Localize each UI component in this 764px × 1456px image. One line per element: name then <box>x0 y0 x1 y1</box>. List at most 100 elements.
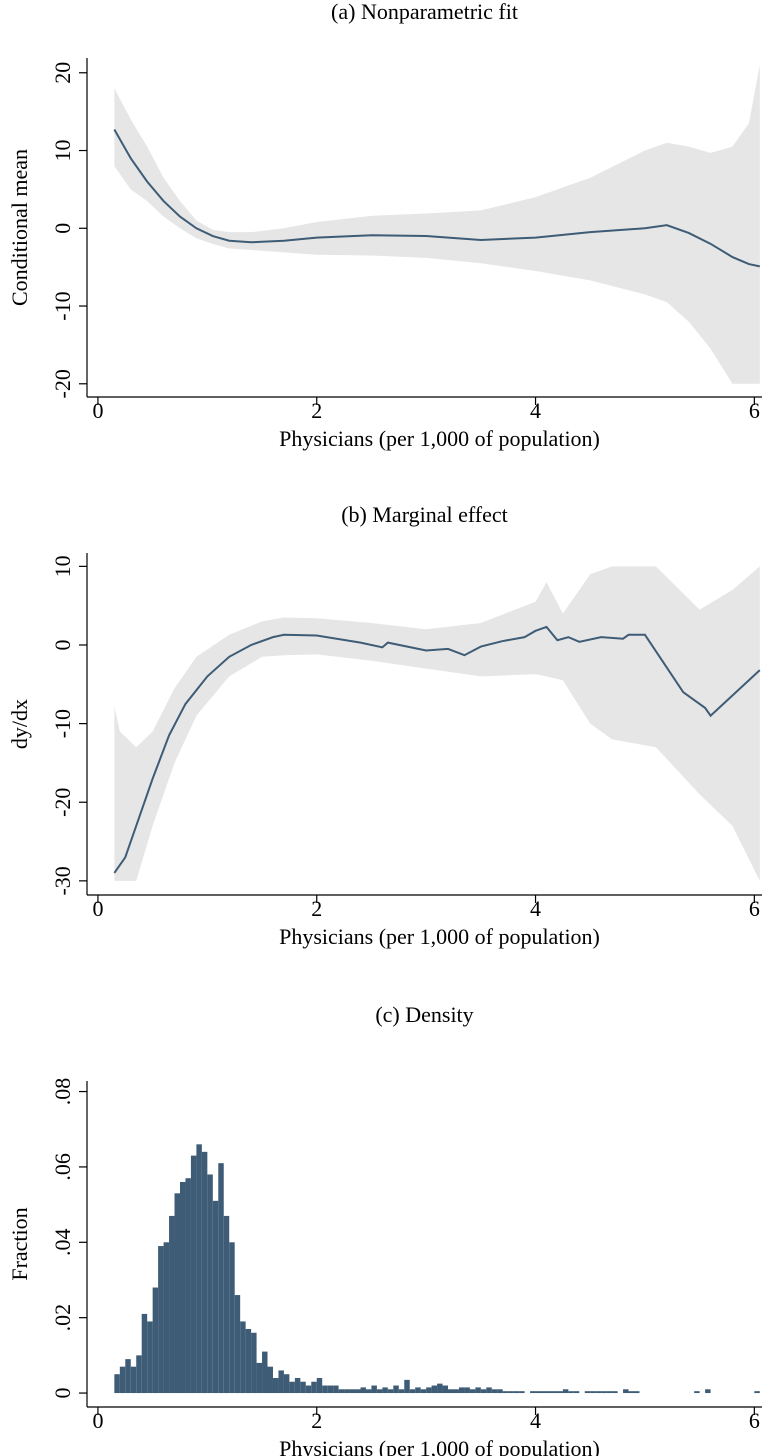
histogram-bar <box>251 1332 257 1394</box>
histogram-bar <box>218 1163 224 1394</box>
histogram-bar <box>327 1385 334 1394</box>
histogram-bar <box>694 1391 700 1394</box>
histogram-bar <box>294 1377 301 1394</box>
histogram-bar <box>409 1389 416 1394</box>
histogram-bar <box>393 1385 399 1394</box>
histogram-bar <box>431 1385 438 1394</box>
histogram-bar <box>541 1391 547 1394</box>
histogram-bar <box>623 1389 629 1394</box>
histogram-bar <box>426 1387 432 1394</box>
x-tick-label: 6 <box>749 1408 760 1433</box>
histogram-bar <box>491 1389 498 1394</box>
histogram-bar <box>634 1391 640 1394</box>
histogram-bar <box>628 1391 635 1394</box>
y-axis-title: dy/dx <box>7 699 32 749</box>
histogram-bar <box>158 1246 164 1394</box>
histogram-bar <box>513 1391 520 1394</box>
histogram-bar <box>584 1391 591 1394</box>
histogram-bar <box>382 1387 388 1394</box>
histogram-bar <box>612 1391 618 1394</box>
y-tick-label: .04 <box>50 1229 75 1257</box>
histogram-bar <box>114 1374 120 1394</box>
histogram-bar <box>365 1389 372 1394</box>
histogram-bar <box>311 1381 317 1394</box>
histogram-bar <box>316 1377 323 1394</box>
x-axis-title: Physicians (per 1,000 of population) <box>279 426 600 451</box>
histogram-bar <box>595 1391 602 1394</box>
histogram-bar <box>415 1387 421 1394</box>
y-tick-label: -10 <box>50 709 75 738</box>
histogram-bar <box>256 1362 263 1394</box>
histogram-bar <box>557 1391 563 1394</box>
x-tick-label: 6 <box>749 398 760 423</box>
x-tick-label: 0 <box>92 398 103 423</box>
histogram-bar <box>486 1387 492 1394</box>
histogram-bar <box>562 1389 569 1394</box>
histogram-bar <box>497 1389 503 1394</box>
histogram-bar <box>185 1178 191 1394</box>
histogram-bar <box>152 1287 159 1394</box>
y-tick-label: 0 <box>50 639 75 650</box>
histogram-bar <box>376 1389 383 1394</box>
histogram-bar <box>535 1391 542 1394</box>
histogram-bar <box>179 1182 186 1394</box>
x-axis-title: Physicians (per 1,000 of population) <box>279 924 600 949</box>
y-tick-label: 10 <box>50 555 75 577</box>
histogram-bar <box>333 1385 339 1394</box>
histogram-bar <box>300 1381 306 1394</box>
histogram-bar <box>355 1389 361 1394</box>
y-axis-title: Fraction <box>7 1207 32 1280</box>
histogram-bar <box>475 1387 481 1394</box>
histogram-bar <box>568 1391 574 1394</box>
histogram-bar <box>437 1383 443 1394</box>
y-tick-label: 0 <box>50 223 75 234</box>
histogram-bar <box>404 1379 410 1394</box>
y-tick-label: 0 <box>50 1388 75 1399</box>
histogram-bar <box>590 1391 596 1394</box>
histogram-bar <box>229 1242 235 1394</box>
histogram-bar <box>245 1328 252 1394</box>
histogram-bar <box>283 1374 290 1394</box>
x-tick-label: 2 <box>311 896 322 921</box>
histogram-bar <box>573 1391 580 1394</box>
histogram-bar <box>458 1387 465 1394</box>
x-tick-label: 0 <box>92 1408 103 1433</box>
y-tick-label: -10 <box>50 291 75 320</box>
y-tick-label: 10 <box>50 140 75 162</box>
histogram-bar <box>125 1359 131 1394</box>
histogram-bar <box>502 1391 509 1394</box>
histogram-bar <box>349 1389 356 1394</box>
histogram-bar <box>606 1391 613 1394</box>
histogram-bar <box>147 1321 153 1394</box>
x-tick-label: 4 <box>530 398 541 423</box>
histogram-bar <box>420 1389 427 1394</box>
x-tick-label: 2 <box>311 1408 322 1433</box>
histogram-bar <box>448 1389 454 1394</box>
fit-line <box>113 129 761 268</box>
histogram-bar <box>141 1313 148 1394</box>
histogram-bar <box>190 1155 197 1394</box>
histogram-bar <box>453 1389 459 1394</box>
histogram-bar <box>305 1385 312 1394</box>
y-tick-label: .06 <box>50 1153 75 1181</box>
confidence-band <box>114 566 760 881</box>
histogram-bar <box>163 1242 170 1394</box>
x-tick-label: 6 <box>749 896 760 921</box>
histogram-bar <box>601 1391 607 1394</box>
y-tick-label: .02 <box>50 1304 75 1332</box>
histogram-bar <box>207 1174 213 1394</box>
histogram-bar <box>262 1351 268 1394</box>
chart-title: (a) Nonparametric fit <box>331 0 518 24</box>
y-tick-label: -30 <box>50 866 75 895</box>
histogram-bar <box>546 1391 552 1394</box>
histogram-bar <box>278 1370 284 1394</box>
histogram-bar <box>169 1215 175 1394</box>
histogram-bar <box>398 1389 405 1394</box>
histogram-bar <box>519 1391 525 1394</box>
confidence-band <box>114 64 760 384</box>
histogram-bar <box>223 1215 230 1394</box>
x-tick-label: 4 <box>530 896 541 921</box>
y-tick-label: -20 <box>50 369 75 398</box>
x-tick-label: 0 <box>92 896 103 921</box>
